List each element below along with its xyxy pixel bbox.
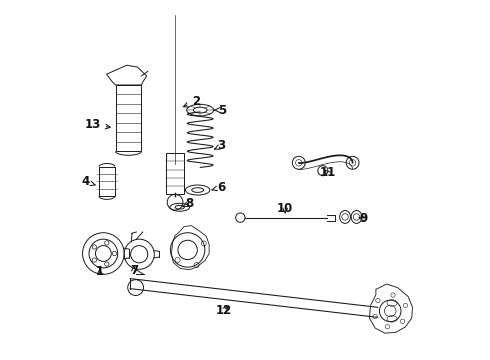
Text: 3: 3 — [215, 139, 226, 152]
Text: 7: 7 — [130, 264, 138, 277]
Text: 1: 1 — [96, 265, 104, 278]
Text: 10: 10 — [277, 202, 294, 215]
Text: 12: 12 — [216, 305, 232, 318]
Text: 11: 11 — [319, 166, 336, 179]
Text: 4: 4 — [81, 175, 95, 188]
Text: 5: 5 — [215, 104, 226, 117]
Text: 6: 6 — [212, 181, 226, 194]
Text: 9: 9 — [359, 212, 368, 225]
Text: 8: 8 — [182, 197, 194, 210]
Text: 2: 2 — [183, 95, 200, 108]
Text: 13: 13 — [84, 118, 110, 131]
